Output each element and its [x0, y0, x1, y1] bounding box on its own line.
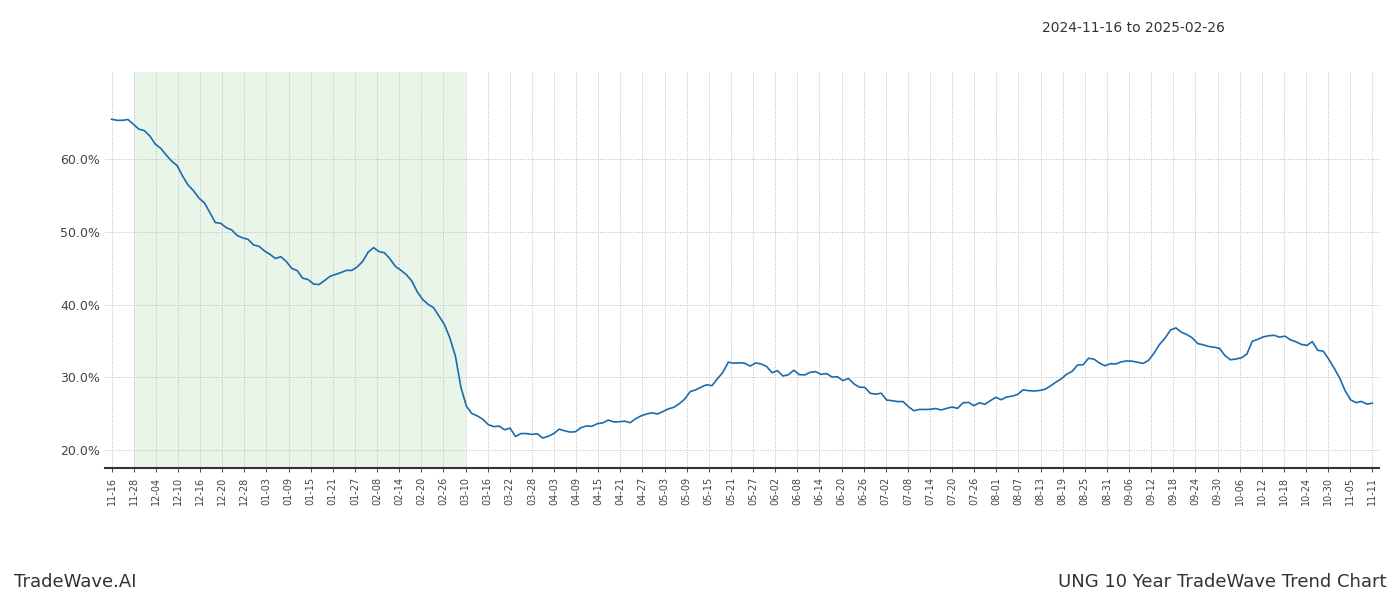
Text: UNG 10 Year TradeWave Trend Chart: UNG 10 Year TradeWave Trend Chart: [1057, 573, 1386, 591]
Text: TradeWave.AI: TradeWave.AI: [14, 573, 137, 591]
Text: 2024-11-16 to 2025-02-26: 2024-11-16 to 2025-02-26: [1042, 21, 1225, 35]
Bar: [134, 72, 466, 468]
